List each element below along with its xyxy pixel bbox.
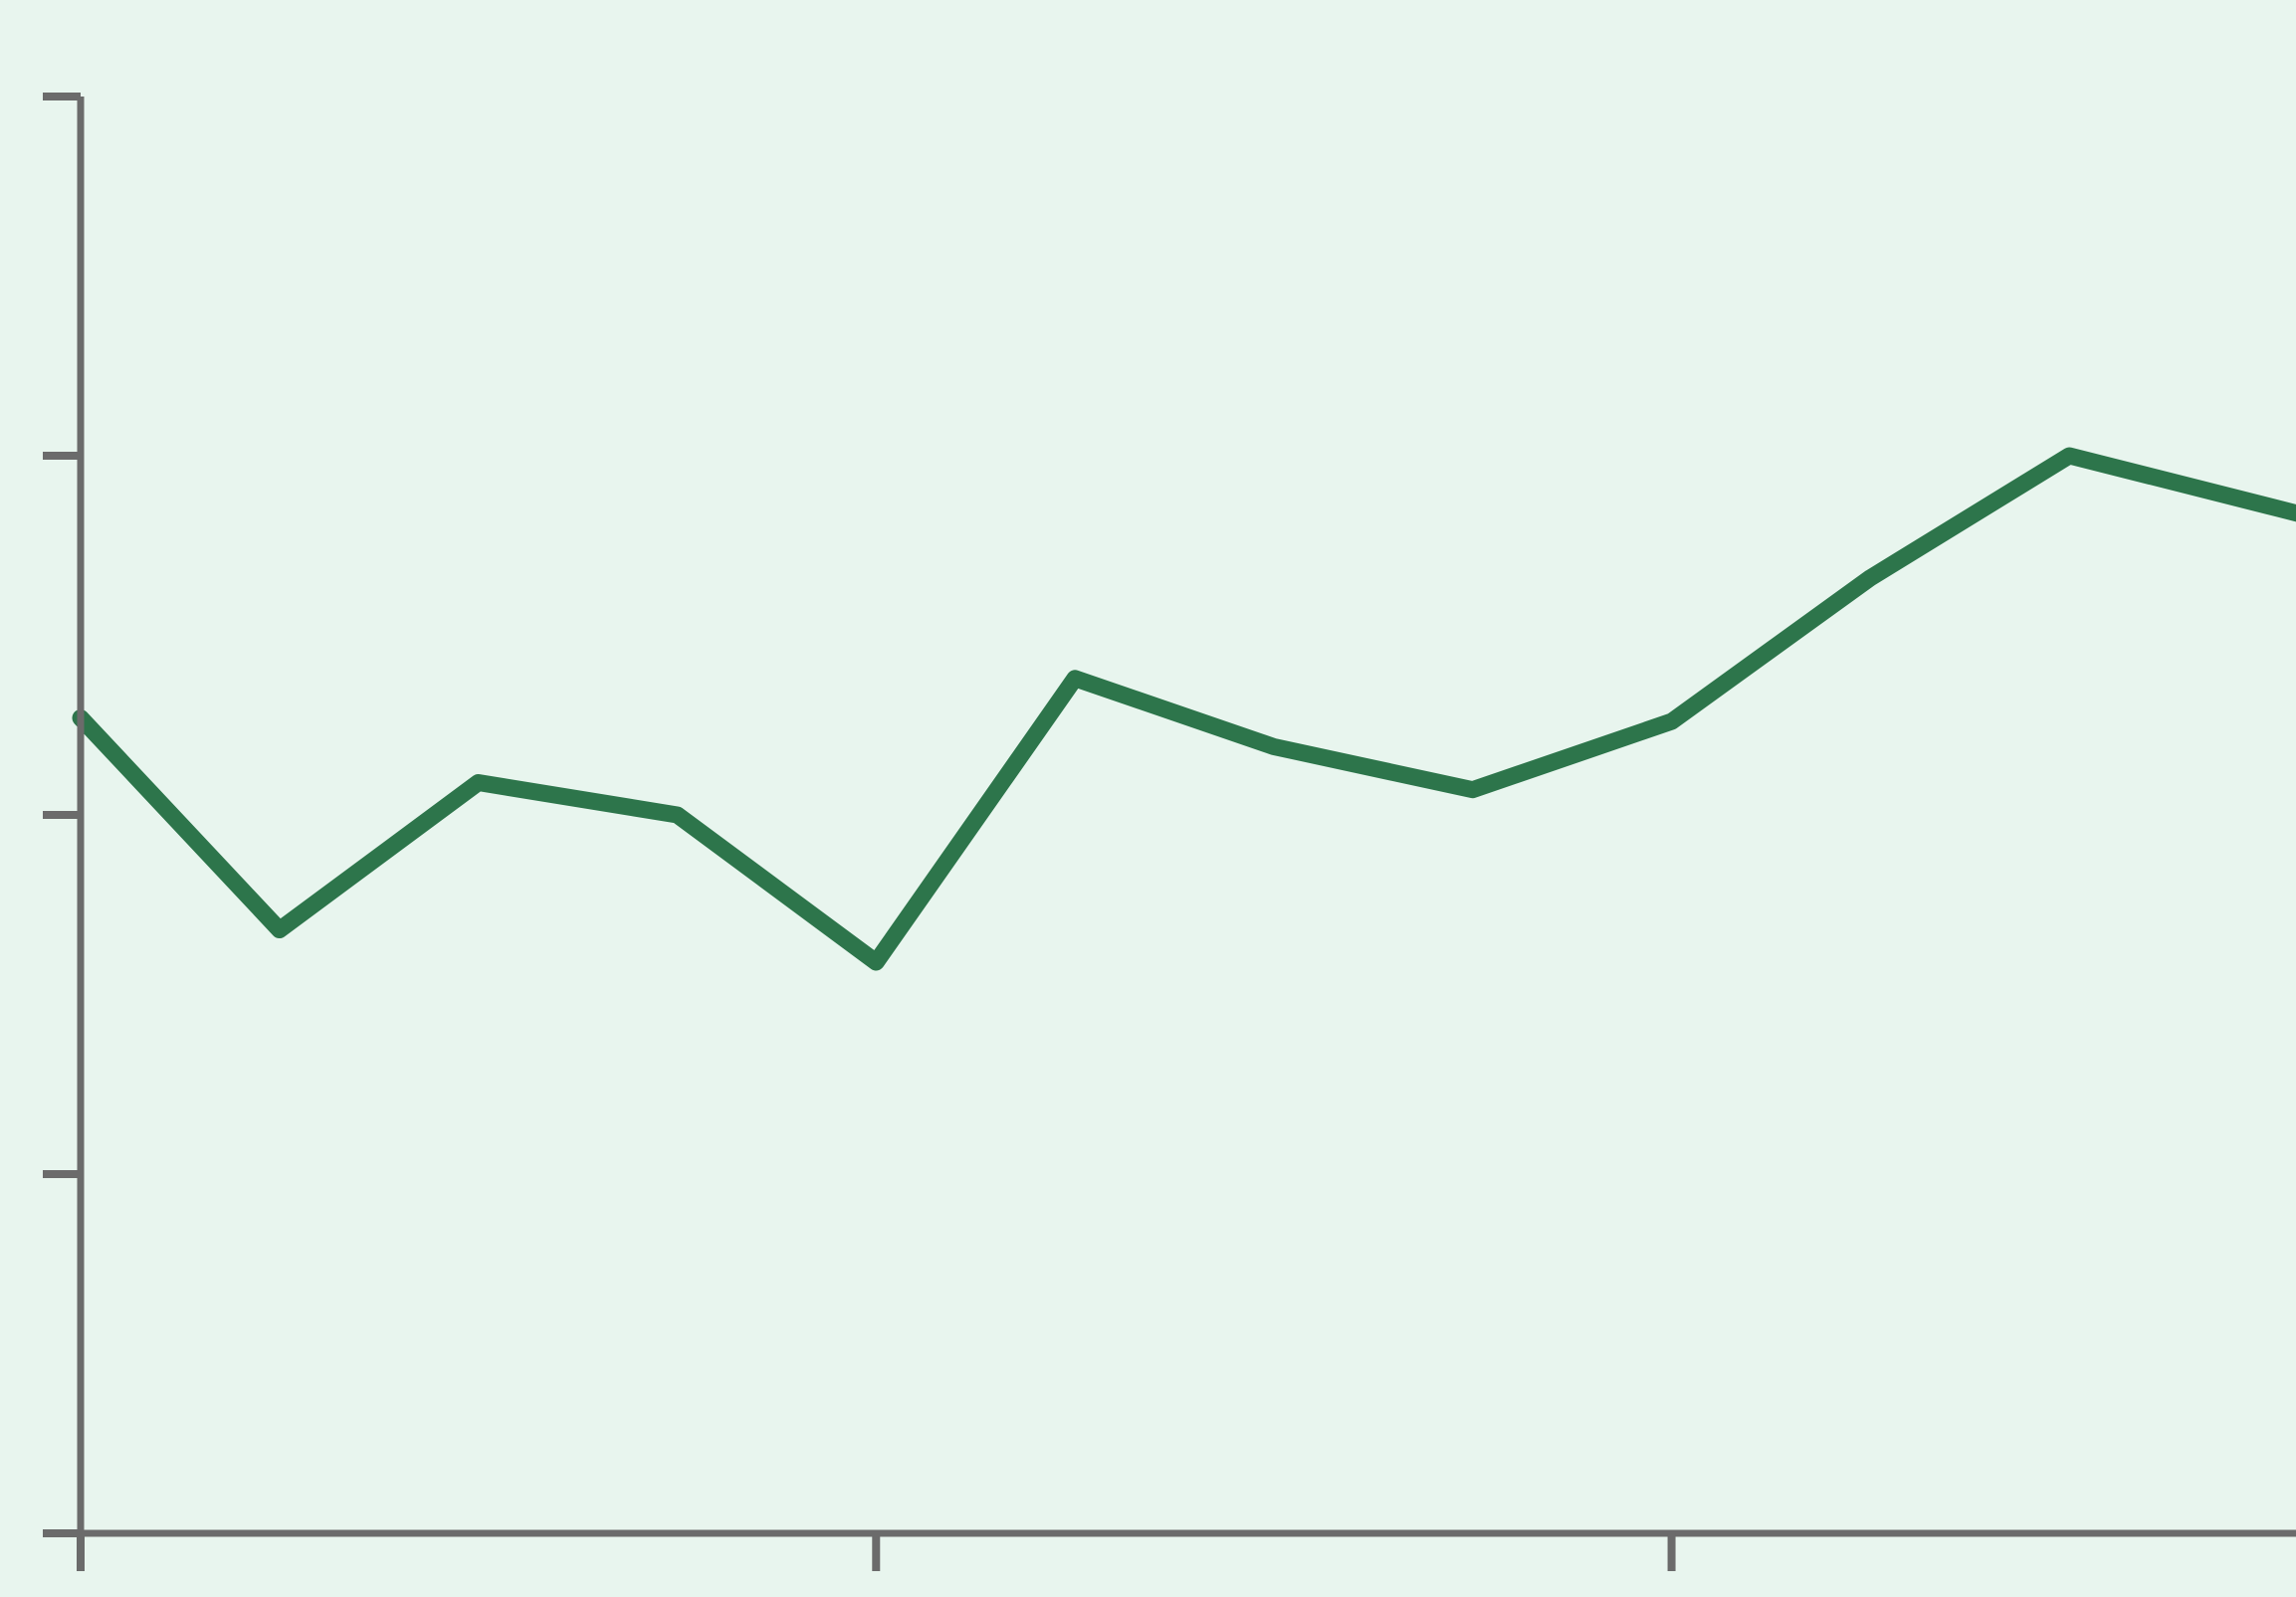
series-line-0: [72, 447, 2296, 971]
series-layer: [72, 447, 2296, 971]
axes-layer: [43, 93, 2296, 1571]
